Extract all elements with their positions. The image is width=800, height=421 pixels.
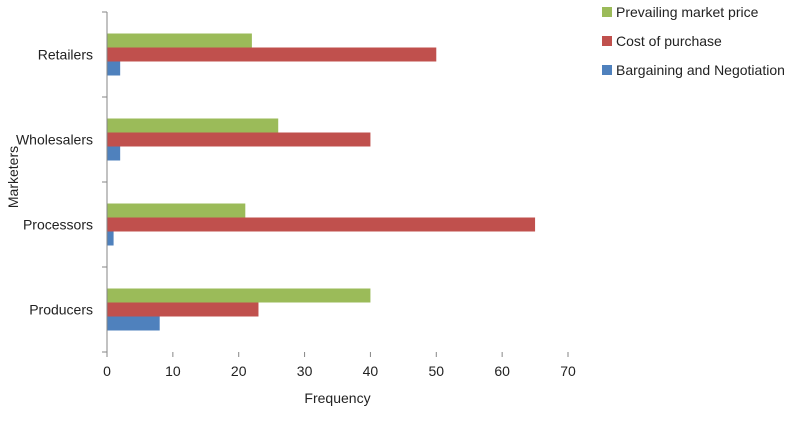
bars-layer [107,33,536,331]
bar-processors-prevailing-market-price [107,203,246,218]
bar-retailers-bargaining-and-negotiation [107,61,121,76]
bar-retailers-prevailing-market-price [107,33,252,48]
y-axis-ticks: Producers Processors Wholesalers Retailers [16,11,107,353]
bar-processors-bargaining-and-negotiation [107,231,114,246]
x-tick-label-30: 30 [297,363,313,379]
x-tick-label-70: 70 [560,363,576,379]
y-axis-title: Marketers [5,146,21,208]
y-tick-label-producers: Producers [29,302,93,318]
bar-producers-prevailing-market-price [107,288,371,303]
x-tick-label-50: 50 [428,363,444,379]
y-tick-label-wholesalers: Wholesalers [16,132,93,148]
bar-wholesalers-bargaining-and-negotiation [107,146,121,161]
legend-label-cost-of-purchase: Cost of purchase [616,33,722,49]
bar-producers-bargaining-and-negotiation [107,316,160,331]
legend-label-prevailing-market-price: Prevailing market price [616,4,759,20]
bar-retailers-cost-of-purchase [107,47,437,62]
legend-swatch-bargaining-and-negotiation [602,65,612,75]
bar-producers-cost-of-purchase [107,302,259,317]
x-tick-label-0: 0 [103,363,111,379]
x-tick-label-40: 40 [363,363,379,379]
axes-layer: ProducersProcessorsWholesalersRetailers … [16,11,576,379]
y-tick-label-processors: Processors [23,217,93,233]
x-tick-label-60: 60 [494,363,510,379]
legend: Prevailing market price Cost of purchase B… [602,4,785,78]
legend-swatch-cost-of-purchase [602,36,612,46]
x-axis-ticks: 0 10 20 30 40 50 60 70 [103,352,576,379]
legend-swatch-prevailing-market-price [602,7,612,17]
bar-processors-cost-of-purchase [107,217,536,232]
x-tick-label-10: 10 [165,363,181,379]
x-axis-title: Frequency [304,390,370,406]
bar-wholesalers-cost-of-purchase [107,132,371,147]
x-tick-label-20: 20 [231,363,247,379]
legend-label-bargaining-and-negotiation: Bargaining and Negotiation [616,62,785,78]
y-tick-label-retailers: Retailers [38,47,93,63]
bar-wholesalers-prevailing-market-price [107,118,279,133]
